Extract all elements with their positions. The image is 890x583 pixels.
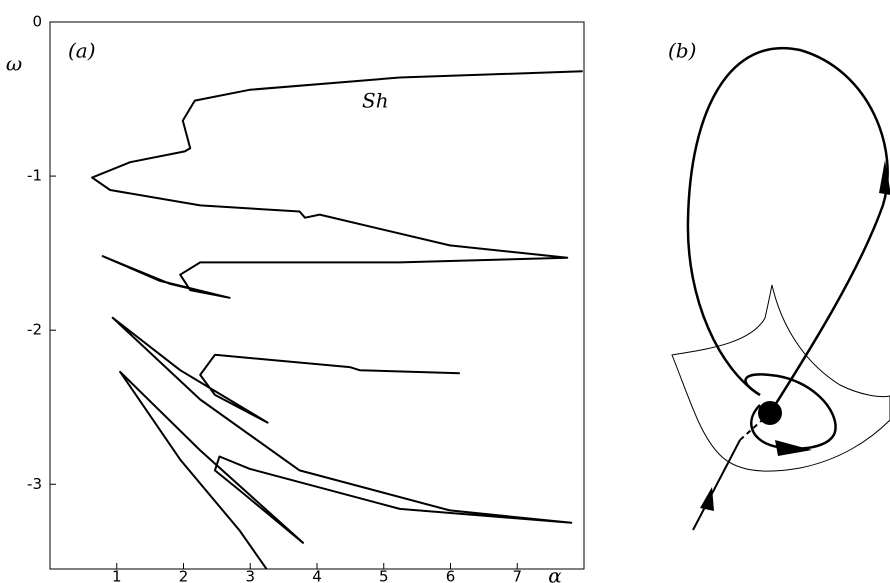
curve — [111, 316, 573, 569]
x-tick-label: 6 — [446, 568, 456, 583]
x-tick-label: 4 — [312, 568, 322, 583]
panel-b-diagram — [671, 47, 890, 531]
orbit-spiral — [744, 373, 837, 450]
arrow — [879, 160, 890, 195]
curves — [91, 70, 583, 569]
arrow — [700, 487, 714, 511]
incoming-orbit-dashed — [739, 412, 771, 441]
y-tick-label: -3 — [27, 475, 42, 493]
orbit-loop — [686, 47, 889, 414]
x-tick-label: 7 — [512, 568, 522, 583]
x-tick-label: 2 — [179, 568, 189, 583]
annotation: (b) — [668, 39, 696, 63]
section-surface — [671, 284, 890, 472]
x-tick-label: 3 — [245, 568, 255, 583]
curve — [91, 70, 583, 299]
y-tick-label: 0 — [32, 13, 42, 31]
y-tick-label: -1 — [27, 167, 42, 185]
x-tick-label: 1 — [112, 568, 122, 583]
x-tick-label: 5 — [379, 568, 389, 583]
fixed-point — [758, 401, 782, 425]
y-tick-label: -2 — [27, 321, 42, 339]
incoming-orbit — [692, 439, 741, 531]
annotation: (a) — [68, 39, 96, 63]
annotation: Sh — [362, 89, 389, 113]
y-axis-label: ω — [6, 52, 22, 76]
x-axis-label: α — [548, 564, 562, 583]
arrow — [775, 440, 812, 456]
